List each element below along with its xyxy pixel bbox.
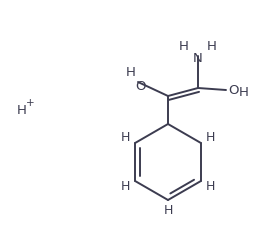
Text: H: H (179, 40, 189, 52)
Text: O: O (135, 79, 145, 93)
Text: +: + (26, 98, 34, 108)
Text: H: H (239, 86, 249, 99)
Text: H: H (121, 180, 130, 193)
Text: N: N (193, 51, 203, 65)
Text: H: H (206, 131, 215, 144)
Text: H: H (163, 205, 173, 217)
Text: H: H (126, 65, 136, 79)
Text: H: H (206, 180, 215, 193)
Text: H: H (121, 131, 130, 144)
Text: O: O (228, 83, 239, 96)
Text: H: H (17, 103, 27, 116)
Text: H: H (207, 40, 217, 52)
